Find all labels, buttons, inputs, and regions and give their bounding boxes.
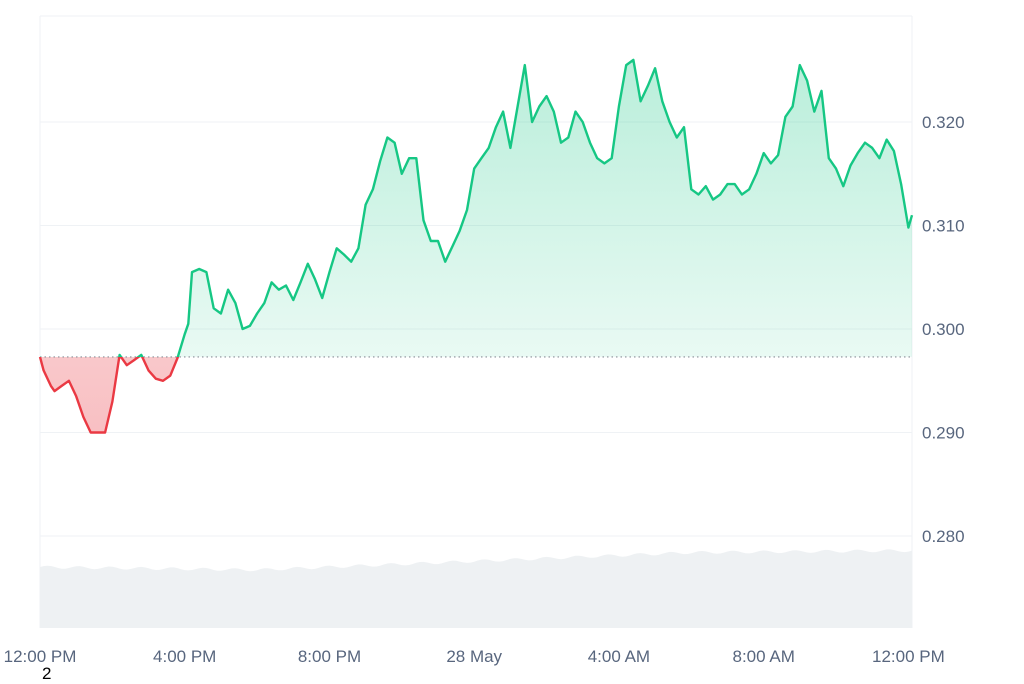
- y-tick-label: 0.280: [922, 527, 965, 546]
- x-axis-ticks: 12:00 PM 4:00 PM 8:00 PM 28 May 4:00 AM 8:00 …: [4, 647, 945, 666]
- x-tick-label: 8:00 AM: [733, 647, 795, 666]
- y-tick-label: 0.290: [922, 424, 965, 443]
- price-area: [40, 59, 912, 433]
- footnote-label: 2: [42, 664, 52, 683]
- x-tick-label: 28 May: [446, 647, 502, 666]
- x-tick-label: 8:00 PM: [298, 647, 361, 666]
- x-tick-label: 12:00 PM: [872, 647, 945, 666]
- x-tick-label: 4:00 PM: [153, 647, 216, 666]
- y-axis-ticks: 0.320 0.310 0.300 0.290 0.280: [922, 113, 965, 546]
- y-tick-label: 0.320: [922, 113, 965, 132]
- volume-bars: [40, 549, 912, 628]
- x-tick-label: 12:00 PM: [4, 647, 77, 666]
- y-tick-label: 0.310: [922, 217, 965, 236]
- area-above-baseline: [40, 59, 912, 357]
- volume-area: [40, 549, 912, 628]
- x-tick-label: 4:00 AM: [588, 647, 650, 666]
- y-tick-label: 0.300: [922, 320, 965, 339]
- price-line-up: [39, 58, 914, 357]
- price-line: [38, 58, 914, 434]
- area-below-baseline: [40, 356, 178, 433]
